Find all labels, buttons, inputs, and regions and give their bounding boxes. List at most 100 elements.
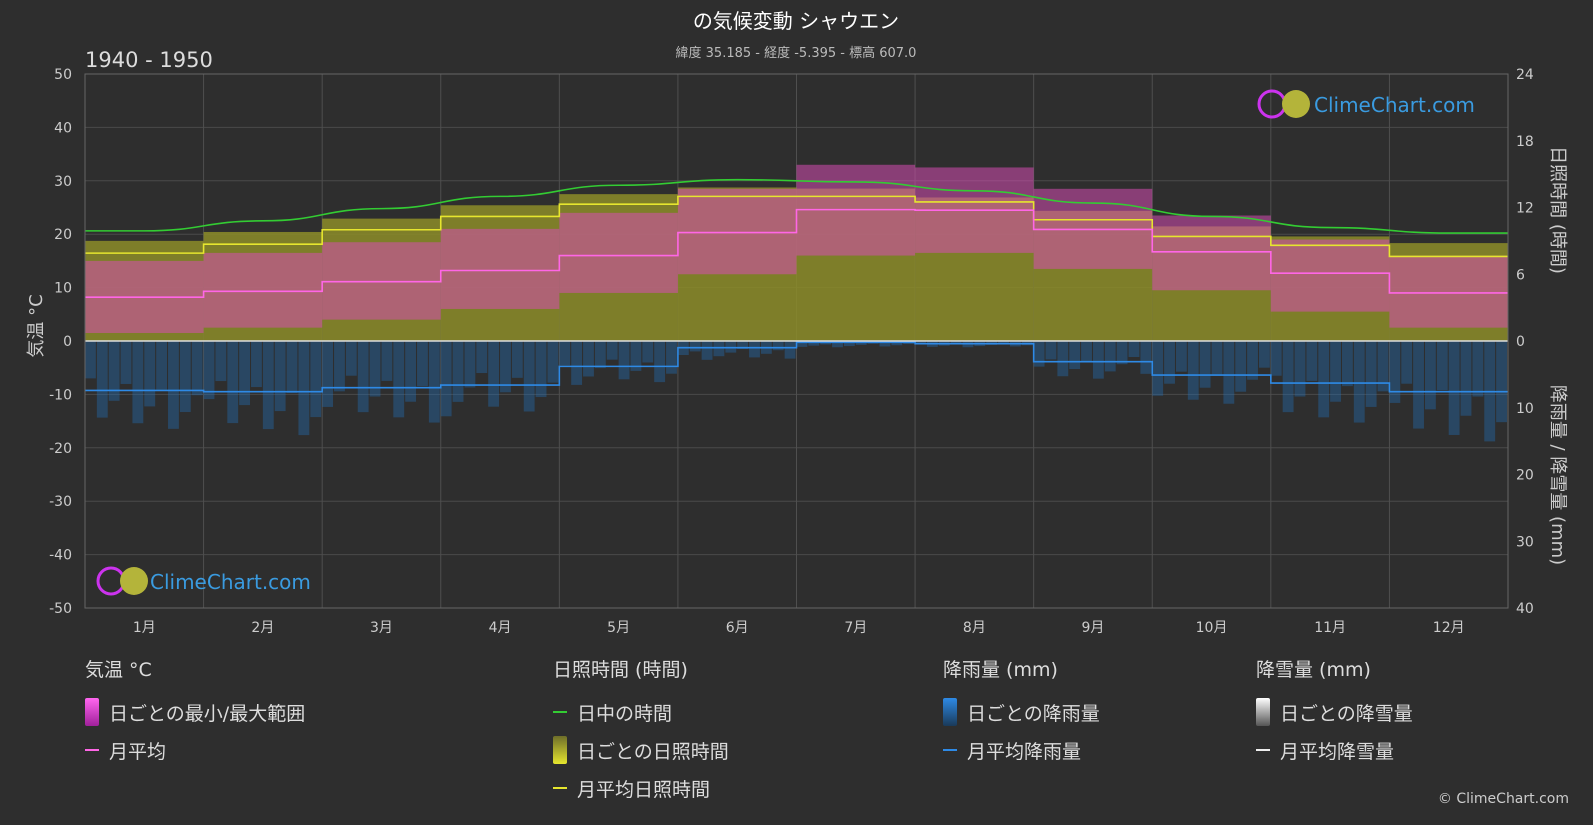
rain-bar — [1081, 341, 1092, 362]
rain-bar — [132, 341, 144, 424]
rain-bar — [559, 341, 571, 366]
rain-bar — [488, 341, 500, 407]
temp-mean-line — [85, 208, 1508, 299]
temp-range-bar — [1389, 255, 1508, 328]
legend-rain: 降雨量 (mm) 日ごとの降雨量 月平均降雨量 — [943, 655, 1100, 769]
temp-tick-label: -10 — [49, 387, 72, 403]
line-swatch-icon — [943, 749, 957, 751]
range-swatch-icon — [85, 698, 99, 726]
rain-bar — [1353, 341, 1365, 423]
month-tick-label: 11月 — [1314, 620, 1346, 636]
precip-tick-label: 30 — [1516, 534, 1534, 550]
month-tick-label: 10月 — [1196, 620, 1228, 636]
temp-tick-label: -50 — [49, 601, 72, 617]
rain-bar — [1045, 341, 1057, 360]
rain-bar — [1424, 341, 1436, 410]
line-swatch-icon — [553, 787, 567, 789]
legend-title: 降雪量 (mm) — [1256, 659, 1371, 681]
rain-bar — [1496, 341, 1507, 423]
precip-tick-label: 40 — [1516, 601, 1534, 617]
chart-subtitle: 緯度 35.185 - 経度 -5.395 - 標高 607.0 — [676, 45, 917, 61]
rain-bar — [701, 341, 713, 360]
temp-range-bar — [1270, 239, 1390, 312]
rain-bar — [713, 341, 725, 357]
rain-bar — [227, 341, 239, 424]
rain-bar — [203, 341, 215, 400]
legend-item: 日ごとの最小/最大範囲 — [85, 693, 305, 731]
rain-bar — [156, 341, 168, 390]
rain-bar — [1436, 341, 1448, 391]
legend-item: 月平均日照時間 — [553, 769, 729, 807]
brand-logo-top: ClimeChart.com — [1257, 89, 1475, 119]
rain-bar — [523, 341, 535, 412]
rain-bar — [547, 341, 559, 383]
temp-tick-label: -30 — [49, 494, 72, 510]
temp-tick-label: 10 — [54, 281, 72, 297]
legend-item: 日ごとの降雨量 — [943, 693, 1100, 731]
legend-snow: 降雪量 (mm) 日ごとの降雪量 月平均降雪量 — [1256, 655, 1413, 769]
sun-tick-label: 12 — [1516, 201, 1534, 217]
rain-bar — [571, 341, 583, 385]
rain-bar — [85, 341, 96, 379]
legend-item: 日ごとの降雪量 — [1256, 693, 1413, 731]
rain-bar — [1057, 341, 1069, 377]
rain-bar — [642, 341, 654, 363]
legend-item: 日ごとの日照時間 — [553, 731, 729, 769]
rain-bar — [262, 341, 274, 430]
temp-range-bar — [322, 242, 441, 320]
legend-item: 月平均降雨量 — [943, 731, 1100, 769]
legend-item: 月平均降雪量 — [1256, 731, 1413, 769]
rain-bar — [1448, 341, 1460, 435]
legend-label: 月平均降雨量 — [967, 740, 1082, 763]
plot-frame — [84, 73, 1509, 609]
legend-label: 日ごとの最小/最大範囲 — [109, 702, 306, 725]
rain-bar — [1199, 341, 1211, 388]
rain-bar — [666, 341, 677, 374]
rain-bar — [915, 341, 926, 345]
rain-bar — [1318, 341, 1330, 418]
month-tick-label: 3月 — [370, 620, 393, 636]
rain-bar — [583, 341, 594, 377]
rain-bar — [725, 341, 737, 353]
box-swatch-icon — [553, 736, 567, 764]
temp-range-bar — [559, 212, 678, 293]
month-tick-label: 5月 — [607, 620, 630, 636]
temp-tick-label: 40 — [54, 120, 72, 136]
rain-mean-line — [85, 341, 1508, 393]
rain-bar — [1069, 341, 1081, 370]
line-swatch-icon — [553, 711, 567, 713]
rain-bar — [251, 341, 262, 388]
rain-bar — [452, 341, 464, 402]
rain-bar — [345, 341, 357, 376]
rain-bar — [737, 341, 749, 350]
temp-tick-label: -20 — [49, 441, 72, 457]
precip-tick-label: 10 — [1516, 401, 1534, 417]
temp-tick-label: -40 — [49, 548, 72, 564]
sun-tick-label: 6 — [1516, 267, 1525, 283]
rain-bar — [393, 341, 405, 418]
rain-bar — [1401, 341, 1413, 384]
rain-bar — [1472, 341, 1484, 397]
rain-bar — [998, 341, 1009, 344]
daylight-line — [84, 178, 1508, 234]
month-tick-label: 2月 — [251, 620, 274, 636]
legend-sunshine: 日照時間 (時間) 日中の時間 日ごとの日照時間 月平均日照時間 — [553, 655, 729, 807]
rain-bar — [274, 341, 286, 412]
period-label: 1940 - 1950 — [85, 48, 213, 72]
sun-tick-label: 18 — [1516, 134, 1534, 150]
rain-bar — [891, 341, 903, 346]
temp-tick-label: 50 — [54, 67, 72, 83]
rain-bar — [1092, 341, 1104, 379]
rain-bar — [310, 341, 322, 418]
rain-bar — [1341, 341, 1353, 387]
rain-bar — [298, 341, 310, 436]
copyright-text: © ClimeChart.com — [1437, 791, 1569, 807]
rain-bar — [843, 341, 855, 347]
rain-bar — [1389, 341, 1401, 403]
rain-bar — [594, 341, 606, 369]
legend-item: 日中の時間 — [553, 693, 729, 731]
line-swatch-icon — [85, 749, 99, 751]
rain-bar — [1365, 341, 1377, 407]
right-bottom-axis-label: 降雨量 / 降雪量 (mm) — [1547, 385, 1568, 565]
rain-bar — [1235, 341, 1247, 392]
